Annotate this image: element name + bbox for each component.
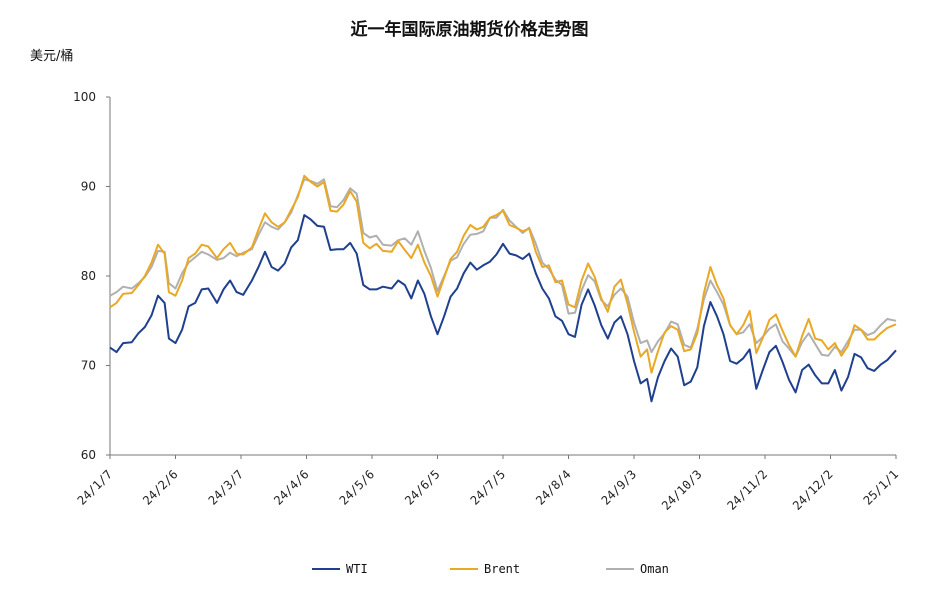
x-tick-label: 24/5/6 [337,467,378,508]
chart-series-lines [109,174,897,403]
y-tick-label: 90 [81,180,96,194]
x-tick-label: 24/6/5 [402,467,443,508]
y-axis-unit-label: 美元/桶 [30,49,74,64]
legend-item-oman: Oman [606,562,669,576]
chart-legend: WTI Brent Oman [0,562,939,582]
series-line-wti [109,214,897,403]
x-tick-label: 24/4/6 [271,467,312,508]
y-tick-label: 70 [81,359,96,373]
legend-swatch [450,568,478,570]
x-tick-label: 24/11/2 [724,467,770,513]
legend-label: Oman [640,562,669,576]
x-tick-label: 25/1/1 [861,467,902,508]
x-tick-label: 24/2/6 [140,467,181,508]
y-tick-label: 60 [81,448,96,462]
y-tick-label: 80 [81,269,96,283]
x-tick-label: 24/7/5 [468,467,509,508]
series-line-brent [109,174,897,374]
legend-label: WTI [346,562,368,576]
legend-item-brent: Brent [450,562,520,576]
x-tick-label: 24/9/3 [599,467,640,508]
x-tick-label: 24/1/7 [75,467,116,508]
x-tick-label: 24/3/7 [206,467,247,508]
legend-item-wti: WTI [312,562,368,576]
chart-axes: 60 70 80 90 100 24/1/7 24/2/6 24/3/7 24/4/6 24/5/… [73,90,901,513]
chart-title: 近一年国际原油期货价格走势图 [350,20,589,40]
chart-plot-area: 60 70 80 90 100 24/1/7 24/2/6 24/3/7 24/4/6 24/5/… [73,90,901,513]
legend-label: Brent [484,562,521,576]
series-line-oman [109,178,897,358]
x-tick-label: 24/10/3 [659,467,705,513]
legend-swatch [606,568,634,570]
legend-swatch [312,568,340,570]
x-tick-label: 24/8/4 [533,467,574,508]
y-tick-label: 100 [73,90,96,104]
x-tick-label: 24/12/2 [790,467,836,513]
